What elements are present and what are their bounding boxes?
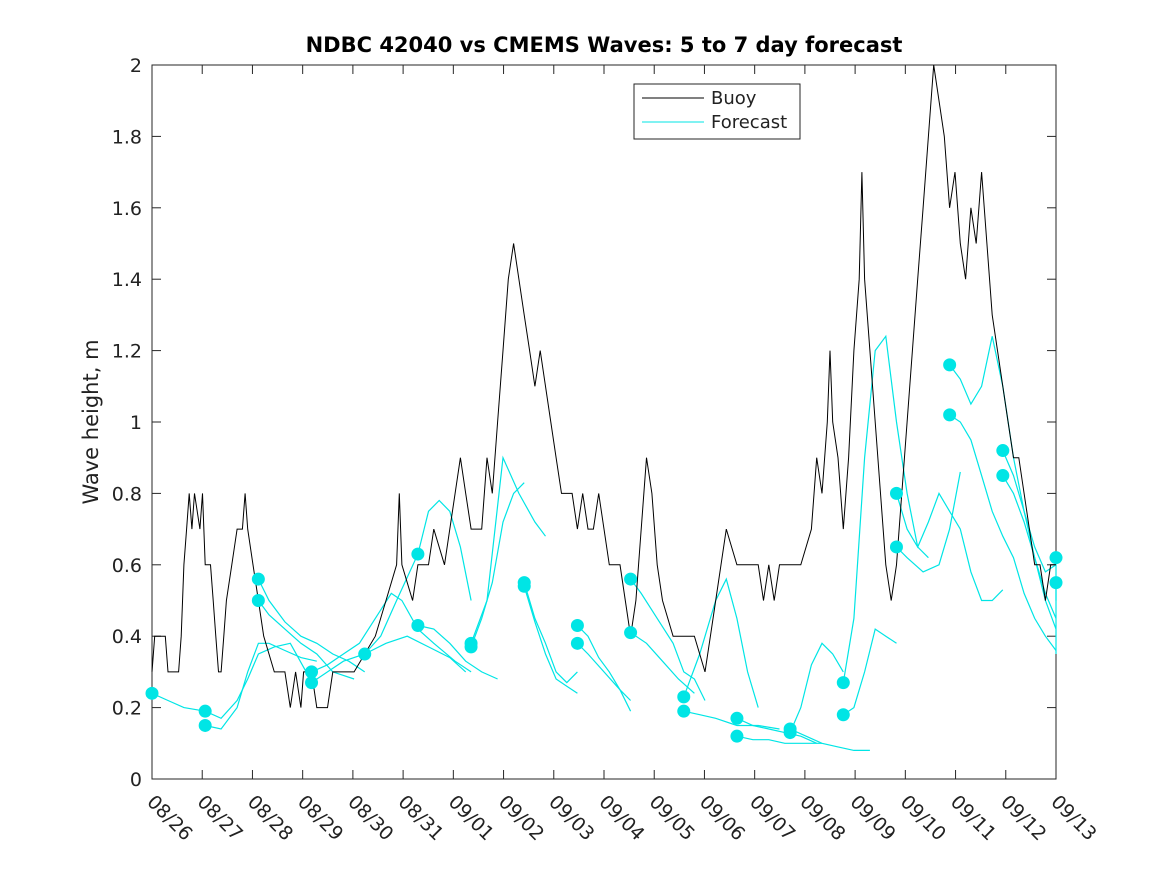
forecast-line bbox=[895, 492, 1004, 602]
forecast-line bbox=[1002, 450, 1057, 630]
legend-box bbox=[633, 83, 801, 140]
forecast-marker bbox=[305, 676, 319, 690]
forecast-marker bbox=[251, 572, 265, 586]
y-tick-label: 1.4 bbox=[112, 269, 142, 291]
forecast-marker bbox=[570, 636, 584, 650]
forecast-line bbox=[736, 717, 817, 744]
legend: Buoy Forecast bbox=[633, 83, 801, 140]
y-tick-label: 1 bbox=[130, 412, 142, 434]
y-tick-label: 0.4 bbox=[112, 626, 142, 648]
forecast-line bbox=[789, 728, 870, 752]
forecast-marker bbox=[943, 408, 957, 422]
forecast-marker bbox=[198, 718, 212, 732]
y-tick-label: 2 bbox=[130, 55, 142, 77]
y-tick-label: 0.8 bbox=[112, 483, 142, 505]
forecast-line bbox=[949, 414, 1057, 651]
forecast-marker bbox=[996, 444, 1010, 458]
forecast-marker bbox=[624, 572, 638, 586]
y-tick-label: 0 bbox=[130, 769, 142, 791]
forecast-line bbox=[151, 642, 307, 720]
forecast-marker bbox=[624, 626, 638, 640]
forecast-line bbox=[205, 642, 317, 730]
marker-layer bbox=[145, 358, 1063, 743]
forecast-line bbox=[311, 592, 472, 673]
forecast-line bbox=[523, 582, 578, 684]
forecast-marker bbox=[889, 540, 903, 554]
y-tick-label: 1.8 bbox=[112, 126, 142, 148]
y-tick-label: 1.6 bbox=[112, 198, 142, 220]
forecast-marker bbox=[145, 686, 159, 700]
chart-title: NDBC 42040 vs CMEMS Waves: 5 to 7 day fo… bbox=[306, 33, 903, 57]
forecast-line bbox=[576, 642, 632, 701]
forecast-marker bbox=[677, 704, 691, 718]
forecast-marker bbox=[783, 726, 797, 740]
forecast-line bbox=[311, 635, 467, 684]
series-layer bbox=[151, 64, 1057, 752]
forecast-marker bbox=[1049, 551, 1063, 565]
y-axis-label: Wave height, m bbox=[79, 339, 103, 504]
forecast-line bbox=[630, 632, 695, 694]
forecast-line bbox=[736, 735, 822, 744]
y-tick-label: 0.2 bbox=[112, 698, 142, 720]
forecast-marker bbox=[1049, 576, 1063, 590]
forecast-marker bbox=[570, 618, 584, 632]
forecast-marker bbox=[996, 469, 1010, 483]
legend-label-forecast: Forecast bbox=[711, 112, 787, 133]
y-tick-label: 1.2 bbox=[112, 341, 142, 363]
forecast-marker bbox=[517, 579, 531, 593]
forecast-line bbox=[789, 642, 844, 733]
forecast-line bbox=[364, 499, 472, 655]
forecast-marker bbox=[836, 676, 850, 690]
forecast-line bbox=[470, 455, 546, 644]
buoy-line bbox=[151, 64, 1056, 709]
y-tick-label: 0.6 bbox=[112, 555, 142, 577]
forecast-marker bbox=[836, 708, 850, 722]
forecast-marker bbox=[730, 711, 744, 725]
forecast-marker bbox=[198, 704, 212, 718]
forecast-line bbox=[683, 710, 780, 730]
legend-label-buoy: Buoy bbox=[711, 88, 757, 109]
forecast-line bbox=[523, 586, 578, 694]
forecast-marker bbox=[889, 486, 903, 500]
forecast-line bbox=[576, 625, 632, 712]
forecast-line bbox=[1002, 475, 1057, 619]
forecast-line bbox=[842, 334, 929, 683]
forecast-marker bbox=[251, 594, 265, 607]
forecast-marker bbox=[411, 547, 425, 561]
forecast-line bbox=[417, 624, 498, 680]
forecast-marker bbox=[358, 647, 372, 661]
y-ticks: 0 0.2 0.4 0.6 0.8 1 1.2 1.4 1.6 1.8 2 bbox=[112, 55, 1056, 791]
forecast-marker bbox=[464, 640, 478, 654]
forecast-line bbox=[470, 482, 525, 648]
forecast-marker bbox=[677, 690, 691, 704]
forecast-line bbox=[842, 628, 897, 716]
forecast-marker bbox=[305, 665, 319, 679]
forecast-marker bbox=[730, 729, 744, 743]
forecast-line bbox=[896, 471, 961, 573]
forecast-marker bbox=[943, 358, 957, 372]
forecast-line bbox=[630, 578, 706, 701]
forecast-marker bbox=[411, 618, 425, 632]
